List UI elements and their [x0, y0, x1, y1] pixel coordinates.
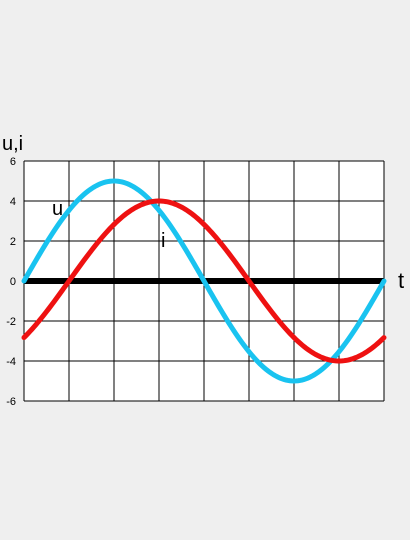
- y-tick-label: -2: [6, 316, 16, 328]
- y-tick-label: -6: [6, 396, 16, 408]
- series-label-u: u: [52, 198, 63, 220]
- y-tick-label: 4: [10, 196, 16, 208]
- y-tick-label: 6: [10, 156, 16, 168]
- y-tick-label: -4: [6, 356, 16, 368]
- y-axis-label: u,i: [2, 133, 23, 155]
- y-tick-labels: 6 4 2 0 -2 -4 -6: [6, 156, 16, 408]
- y-tick-label: 2: [10, 236, 16, 248]
- series-label-i: i: [161, 230, 165, 252]
- x-axis-label: t: [398, 268, 404, 293]
- y-tick-label: 0: [10, 276, 16, 288]
